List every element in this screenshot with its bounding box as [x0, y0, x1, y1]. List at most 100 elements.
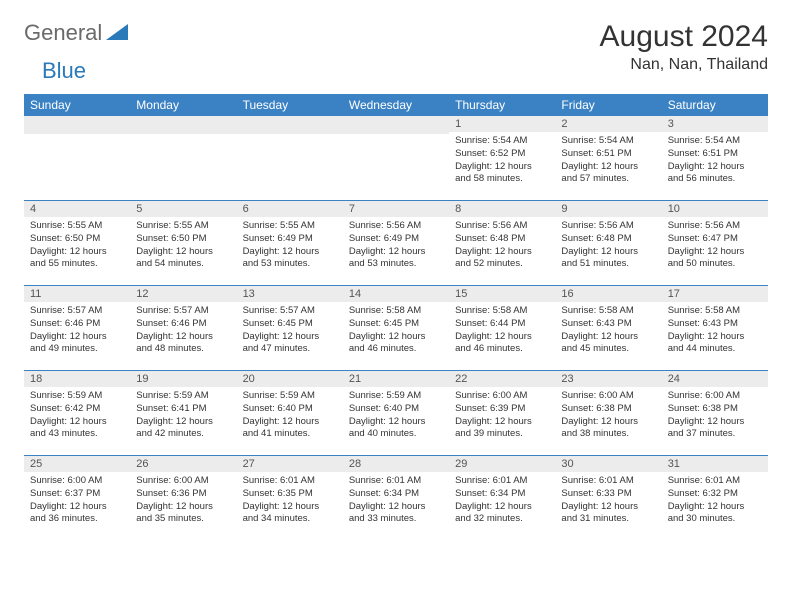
day-number: 14	[343, 286, 449, 302]
sunrise: Sunrise: 5:58 AM	[455, 305, 549, 318]
sunrise: Sunrise: 5:59 AM	[136, 390, 230, 403]
sunset: Sunset: 6:42 PM	[30, 403, 124, 416]
triangle-icon	[106, 22, 128, 45]
daylight: Daylight: 12 hours and 48 minutes.	[136, 331, 230, 357]
day-cell: 11Sunrise: 5:57 AMSunset: 6:46 PMDayligh…	[24, 286, 130, 370]
day-cell: 8Sunrise: 5:56 AMSunset: 6:48 PMDaylight…	[449, 201, 555, 285]
sunrise: Sunrise: 6:01 AM	[243, 475, 337, 488]
day-body: Sunrise: 5:58 AMSunset: 6:43 PMDaylight:…	[555, 302, 661, 362]
day-number: 23	[555, 371, 661, 387]
day-body: Sunrise: 6:01 AMSunset: 6:32 PMDaylight:…	[662, 472, 768, 532]
day-body: Sunrise: 5:58 AMSunset: 6:45 PMDaylight:…	[343, 302, 449, 362]
sunrise: Sunrise: 5:59 AM	[30, 390, 124, 403]
day-number: 16	[555, 286, 661, 302]
day-header: Saturday	[662, 94, 768, 116]
sunrise: Sunrise: 5:57 AM	[30, 305, 124, 318]
day-body: Sunrise: 6:00 AMSunset: 6:38 PMDaylight:…	[662, 387, 768, 447]
sunrise: Sunrise: 5:56 AM	[668, 220, 762, 233]
day-header: Friday	[555, 94, 661, 116]
day-cell	[130, 116, 236, 200]
sunrise: Sunrise: 5:58 AM	[668, 305, 762, 318]
day-number: 28	[343, 456, 449, 472]
day-cell: 24Sunrise: 6:00 AMSunset: 6:38 PMDayligh…	[662, 371, 768, 455]
sunset: Sunset: 6:36 PM	[136, 488, 230, 501]
day-header: Sunday	[24, 94, 130, 116]
daylight: Daylight: 12 hours and 43 minutes.	[30, 416, 124, 442]
sunrise: Sunrise: 5:58 AM	[561, 305, 655, 318]
sunrise: Sunrise: 5:56 AM	[349, 220, 443, 233]
day-body: Sunrise: 5:58 AMSunset: 6:43 PMDaylight:…	[662, 302, 768, 362]
day-cell: 30Sunrise: 6:01 AMSunset: 6:33 PMDayligh…	[555, 456, 661, 540]
day-cell: 23Sunrise: 6:00 AMSunset: 6:38 PMDayligh…	[555, 371, 661, 455]
daylight: Daylight: 12 hours and 32 minutes.	[455, 501, 549, 527]
sunset: Sunset: 6:37 PM	[30, 488, 124, 501]
sunrise: Sunrise: 5:59 AM	[243, 390, 337, 403]
day-number: 7	[343, 201, 449, 217]
sunset: Sunset: 6:38 PM	[668, 403, 762, 416]
day-cell: 19Sunrise: 5:59 AMSunset: 6:41 PMDayligh…	[130, 371, 236, 455]
day-cell	[237, 116, 343, 200]
day-number-empty	[24, 116, 130, 134]
daylight: Daylight: 12 hours and 31 minutes.	[561, 501, 655, 527]
day-number: 31	[662, 456, 768, 472]
sunset: Sunset: 6:38 PM	[561, 403, 655, 416]
day-number-empty	[130, 116, 236, 134]
sunset: Sunset: 6:45 PM	[243, 318, 337, 331]
daylight: Daylight: 12 hours and 37 minutes.	[668, 416, 762, 442]
day-body: Sunrise: 6:01 AMSunset: 6:34 PMDaylight:…	[343, 472, 449, 532]
daylight: Daylight: 12 hours and 47 minutes.	[243, 331, 337, 357]
daylight: Daylight: 12 hours and 38 minutes.	[561, 416, 655, 442]
sunset: Sunset: 6:33 PM	[561, 488, 655, 501]
day-cell	[24, 116, 130, 200]
sunset: Sunset: 6:48 PM	[561, 233, 655, 246]
day-number: 25	[24, 456, 130, 472]
daylight: Daylight: 12 hours and 40 minutes.	[349, 416, 443, 442]
day-cell: 25Sunrise: 6:00 AMSunset: 6:37 PMDayligh…	[24, 456, 130, 540]
day-body: Sunrise: 5:55 AMSunset: 6:50 PMDaylight:…	[130, 217, 236, 277]
day-number: 17	[662, 286, 768, 302]
day-cell: 1Sunrise: 5:54 AMSunset: 6:52 PMDaylight…	[449, 116, 555, 200]
day-body: Sunrise: 5:57 AMSunset: 6:45 PMDaylight:…	[237, 302, 343, 362]
month-title: August 2024	[600, 20, 768, 54]
sunrise: Sunrise: 5:55 AM	[136, 220, 230, 233]
day-cell: 16Sunrise: 5:58 AMSunset: 6:43 PMDayligh…	[555, 286, 661, 370]
daylight: Daylight: 12 hours and 33 minutes.	[349, 501, 443, 527]
day-cell: 4Sunrise: 5:55 AMSunset: 6:50 PMDaylight…	[24, 201, 130, 285]
sunset: Sunset: 6:46 PM	[30, 318, 124, 331]
day-cell: 9Sunrise: 5:56 AMSunset: 6:48 PMDaylight…	[555, 201, 661, 285]
day-number: 8	[449, 201, 555, 217]
day-body: Sunrise: 6:01 AMSunset: 6:34 PMDaylight:…	[449, 472, 555, 532]
sunset: Sunset: 6:34 PM	[455, 488, 549, 501]
day-number: 12	[130, 286, 236, 302]
sunrise: Sunrise: 5:55 AM	[30, 220, 124, 233]
daylight: Daylight: 12 hours and 52 minutes.	[455, 246, 549, 272]
day-cell: 6Sunrise: 5:55 AMSunset: 6:49 PMDaylight…	[237, 201, 343, 285]
daylight: Daylight: 12 hours and 35 minutes.	[136, 501, 230, 527]
daylight: Daylight: 12 hours and 41 minutes.	[243, 416, 337, 442]
day-cell: 20Sunrise: 5:59 AMSunset: 6:40 PMDayligh…	[237, 371, 343, 455]
daylight: Daylight: 12 hours and 46 minutes.	[455, 331, 549, 357]
daylight: Daylight: 12 hours and 30 minutes.	[668, 501, 762, 527]
day-header: Tuesday	[237, 94, 343, 116]
day-body: Sunrise: 5:59 AMSunset: 6:40 PMDaylight:…	[237, 387, 343, 447]
sunset: Sunset: 6:43 PM	[668, 318, 762, 331]
day-body: Sunrise: 5:56 AMSunset: 6:48 PMDaylight:…	[449, 217, 555, 277]
day-number: 5	[130, 201, 236, 217]
day-number: 22	[449, 371, 555, 387]
day-number: 6	[237, 201, 343, 217]
day-body: Sunrise: 5:56 AMSunset: 6:47 PMDaylight:…	[662, 217, 768, 277]
day-number: 9	[555, 201, 661, 217]
day-cell: 27Sunrise: 6:01 AMSunset: 6:35 PMDayligh…	[237, 456, 343, 540]
day-body: Sunrise: 5:54 AMSunset: 6:51 PMDaylight:…	[662, 132, 768, 192]
day-cell: 13Sunrise: 5:57 AMSunset: 6:45 PMDayligh…	[237, 286, 343, 370]
logo-text-general: General	[24, 20, 102, 46]
day-number: 19	[130, 371, 236, 387]
day-cell: 5Sunrise: 5:55 AMSunset: 6:50 PMDaylight…	[130, 201, 236, 285]
sunrise: Sunrise: 5:56 AM	[455, 220, 549, 233]
day-cell: 3Sunrise: 5:54 AMSunset: 6:51 PMDaylight…	[662, 116, 768, 200]
daylight: Daylight: 12 hours and 53 minutes.	[349, 246, 443, 272]
day-cell: 28Sunrise: 6:01 AMSunset: 6:34 PMDayligh…	[343, 456, 449, 540]
sunrise: Sunrise: 6:00 AM	[668, 390, 762, 403]
week-row: 1Sunrise: 5:54 AMSunset: 6:52 PMDaylight…	[24, 116, 768, 200]
sunrise: Sunrise: 5:54 AM	[455, 135, 549, 148]
